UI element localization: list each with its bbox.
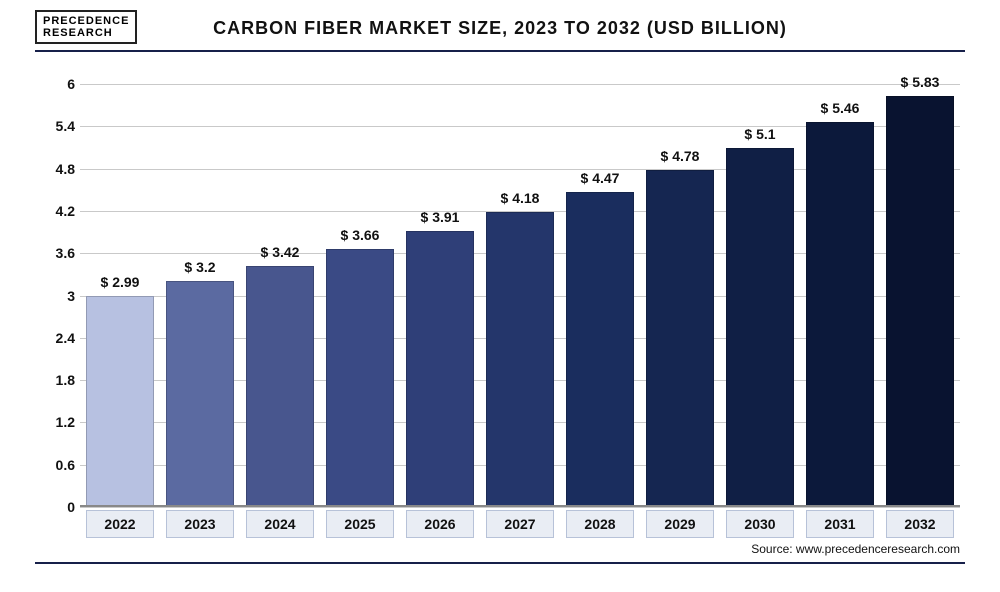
source-text: Source: www.precedenceresearch.com — [751, 542, 960, 556]
bar — [646, 170, 713, 507]
x-category: 2028 — [566, 510, 633, 538]
bar-value-label: $ 3.91 — [400, 209, 480, 225]
bar — [566, 192, 633, 507]
x-category: 2022 — [86, 510, 153, 538]
y-tick-label: 0 — [35, 499, 75, 515]
x-category: 2030 — [726, 510, 793, 538]
bar-value-label: $ 4.18 — [480, 190, 560, 206]
plot-area: 00.61.21.82.433.64.24.85.46 $ 2.99$ 3.2$… — [80, 70, 960, 507]
title-wrap: CARBON FIBER MARKET SIZE, 2023 TO 2032 (… — [35, 18, 965, 39]
x-category: 2032 — [886, 510, 953, 538]
x-category: 2025 — [326, 510, 393, 538]
bar-slot: $ 4.47 — [560, 70, 640, 507]
y-axis: 00.61.21.82.433.64.24.85.46 — [35, 70, 75, 507]
bar-value-label: $ 2.99 — [80, 274, 160, 290]
y-tick-label: 3 — [35, 288, 75, 304]
chart-title: CARBON FIBER MARKET SIZE, 2023 TO 2032 (… — [213, 18, 787, 38]
x-axis: 2022 2023 2024 2025 2026 2027 2028 2029 2030 2031… — [80, 510, 960, 538]
bar-value-label: $ 3.2 — [160, 259, 240, 275]
bar-slot: $ 5.83 — [880, 70, 960, 507]
x-category: 2027 — [486, 510, 553, 538]
bar — [166, 281, 233, 507]
bar-slot: $ 3.42 — [240, 70, 320, 507]
y-tick-label: 2.4 — [35, 330, 75, 346]
bar-slot: $ 3.91 — [400, 70, 480, 507]
chart-container: PRECEDENCE RESEARCH CARBON FIBER MARKET … — [0, 0, 1000, 592]
bar-slot: $ 5.46 — [800, 70, 880, 507]
bar-slot: $ 4.78 — [640, 70, 720, 507]
bar — [886, 96, 953, 507]
x-category: 2026 — [406, 510, 473, 538]
y-tick-label: 5.4 — [35, 118, 75, 134]
y-tick-label: 1.8 — [35, 372, 75, 388]
y-tick-label: 6 — [35, 76, 75, 92]
bar-slot: $ 5.1 — [720, 70, 800, 507]
x-category: 2024 — [246, 510, 313, 538]
bars-group: $ 2.99$ 3.2$ 3.42$ 3.66$ 3.91$ 4.18$ 4.4… — [80, 70, 960, 507]
bar — [726, 148, 793, 507]
x-baseline — [80, 505, 960, 507]
bar — [246, 266, 313, 507]
bar-slot: $ 3.2 — [160, 70, 240, 507]
y-tick-label: 4.2 — [35, 203, 75, 219]
bar — [326, 249, 393, 507]
bar-value-label: $ 4.47 — [560, 170, 640, 186]
bar-value-label: $ 4.78 — [640, 148, 720, 164]
bar-slot: $ 4.18 — [480, 70, 560, 507]
bar — [806, 122, 873, 507]
bar — [86, 296, 153, 507]
bar-value-label: $ 5.83 — [880, 74, 960, 90]
bar-slot: $ 2.99 — [80, 70, 160, 507]
bar-value-label: $ 5.46 — [800, 100, 880, 116]
y-tick-label: 3.6 — [35, 245, 75, 261]
bar-value-label: $ 3.66 — [320, 227, 400, 243]
y-tick-label: 4.8 — [35, 161, 75, 177]
x-category: 2029 — [646, 510, 713, 538]
bar-value-label: $ 3.42 — [240, 244, 320, 260]
top-rule — [35, 50, 965, 52]
gridline — [80, 507, 960, 508]
bar-slot: $ 3.66 — [320, 70, 400, 507]
y-tick-label: 0.6 — [35, 457, 75, 473]
x-category: 2031 — [806, 510, 873, 538]
x-category: 2023 — [166, 510, 233, 538]
bar — [406, 231, 473, 507]
bottom-rule — [35, 562, 965, 564]
bar — [486, 212, 553, 507]
bar-value-label: $ 5.1 — [720, 126, 800, 142]
y-tick-label: 1.2 — [35, 414, 75, 430]
